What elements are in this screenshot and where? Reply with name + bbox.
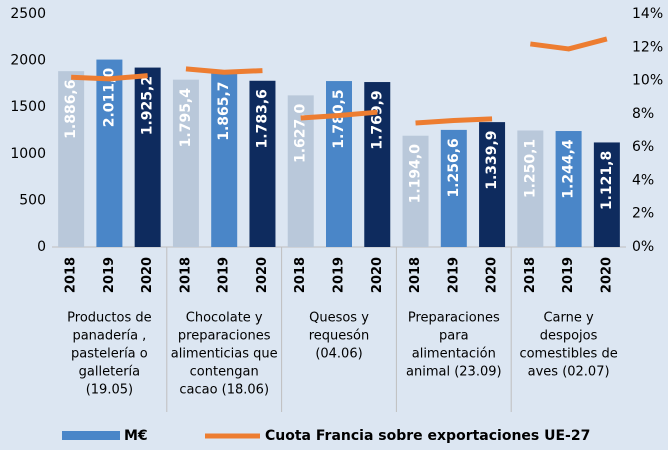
group-label: requesón [309,329,370,344]
group-label: para [439,329,469,344]
y2-tick-label: 0% [632,239,654,255]
value-label: 1.244,4 [561,139,577,199]
value-label: 1.339,9 [484,130,500,189]
line-segment [300,109,378,121]
year-label: 2020 [599,257,614,293]
y2-tick-label: 8% [632,106,654,122]
bar [287,95,314,247]
value-label: 1.886,6 [63,79,79,138]
y-tick-label: 1000 [10,146,46,162]
group-label: Quesos y [309,311,369,326]
group-label: Preparaciones [408,311,500,326]
bar [326,81,352,247]
y-tick-label: 1500 [10,99,46,115]
y2-tick-label: 12% [632,39,663,55]
y2-tick-label: 6% [632,139,654,155]
group-label: (19.05) [86,383,133,398]
year-label: 2019 [561,257,576,293]
group-label: alimenticias que [171,347,278,362]
group-label: cacao (18.06) [179,383,269,398]
value-label: 1.121,8 [599,151,615,210]
group-label: Carne y [543,311,594,326]
bar [58,71,85,247]
group-label: despojos [540,329,598,344]
bar [440,129,467,247]
value-label: 1.194,0 [408,144,424,204]
y-tick-label: 500 [19,192,46,208]
line-segment [185,66,263,75]
bar [555,131,582,247]
y2-tick-label: 4% [632,172,654,188]
year-label: 2019 [217,257,232,293]
year-label: 2019 [102,257,117,293]
value-label: 1.769,9 [369,90,385,149]
group-label: comestibles de [519,347,617,362]
year-label: 2018 [408,257,423,293]
line-segment [71,73,148,82]
group-label: (04.06) [315,347,362,362]
year-label: 2018 [523,257,538,293]
bar [517,130,544,247]
value-label: 2.011,0 [101,68,117,128]
year-label: 2020 [370,257,385,293]
value-label: 1.627,0 [293,103,309,163]
value-label: 1.780,5 [331,89,347,148]
year-label: 2020 [255,257,270,293]
group-label: Chocolate y [186,311,263,326]
group-label: aves (02.07) [528,365,610,380]
y-tick-label: 0 [37,239,46,255]
value-label: 1.925,2 [140,76,156,135]
bar [249,80,276,247]
legend-swatch [62,431,120,440]
value-label: 1.783,6 [254,89,270,148]
group-label: Productos de [67,311,151,326]
y-tick-label: 2500 [10,6,46,22]
bar [96,59,123,247]
bar [593,142,620,247]
year-label: 2020 [140,257,155,293]
year-label: 2020 [485,257,500,293]
value-label: 1.795,4 [178,88,194,148]
line-segment [530,36,608,52]
legend-label: M€ [124,428,148,444]
bar [134,67,161,248]
group-label: contengan [190,365,259,380]
y2-tick-label: 2% [632,206,654,222]
bar [402,135,429,247]
value-label: 1.865,7 [216,81,232,140]
bar [211,73,238,247]
year-label: 2018 [64,257,79,293]
y2-tick-label: 14% [632,6,663,22]
y-tick-label: 2000 [10,53,46,69]
year-label: 2018 [293,257,308,293]
legend-label: Cuota Francia sobre exportaciones UE-27 [265,428,590,444]
value-label: 1.250,1 [522,139,538,198]
y2-tick-label: 10% [632,73,663,89]
bar [172,79,199,247]
group-label: pastelería o [71,347,148,362]
group-label: panadería , [72,329,146,344]
year-label: 2018 [178,257,193,293]
group-label: alimentación [412,347,496,362]
bar [479,122,506,247]
year-label: 2019 [332,257,347,293]
group-label: preparaciones [178,329,271,344]
year-label: 2019 [446,257,461,293]
value-label: 1.256,6 [446,138,462,197]
line-segment [415,116,493,126]
group-label: animal (23.09) [406,365,502,380]
bar [364,82,391,247]
group-label: galletería [79,365,140,380]
